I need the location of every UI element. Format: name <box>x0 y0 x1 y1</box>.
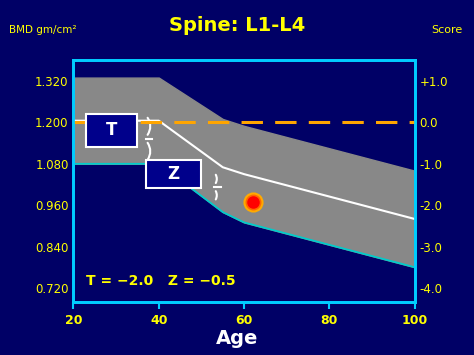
Text: Age: Age <box>216 329 258 348</box>
Text: Spine: L1-L4: Spine: L1-L4 <box>169 16 305 35</box>
Text: T: T <box>106 121 118 139</box>
Bar <box>146 160 201 188</box>
Text: Z: Z <box>168 165 180 183</box>
Text: T = −2.0   Z = −0.5: T = −2.0 Z = −0.5 <box>86 273 236 288</box>
Text: BMD gm/cm²: BMD gm/cm² <box>9 25 77 35</box>
Bar <box>86 114 137 147</box>
Text: Score: Score <box>431 25 462 35</box>
